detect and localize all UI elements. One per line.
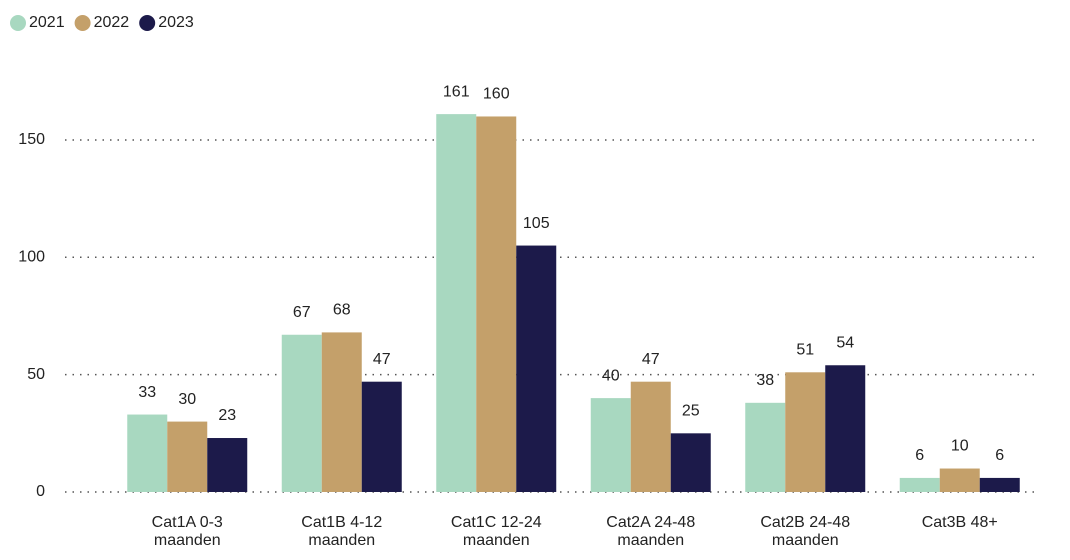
bar — [127, 414, 168, 492]
bar — [361, 381, 402, 492]
value-label: 25 — [682, 403, 700, 420]
value-label: 10 — [951, 438, 969, 455]
value-label: 47 — [373, 351, 391, 368]
value-label: 54 — [836, 334, 854, 351]
value-label: 51 — [796, 342, 814, 359]
bar — [590, 398, 631, 492]
bar — [899, 477, 940, 492]
bar — [167, 421, 208, 492]
value-label: 30 — [178, 391, 196, 408]
bar — [476, 116, 517, 493]
value-label: 47 — [642, 351, 660, 368]
x-tick-label: Cat1A 0-3 maanden — [151, 514, 223, 549]
bar — [321, 332, 362, 492]
value-label: 40 — [602, 367, 620, 384]
value-label: 67 — [293, 304, 311, 321]
x-tick-label: Cat1B 4-12 maanden — [301, 514, 383, 549]
y-tick-label: 150 — [18, 131, 45, 148]
bar — [516, 245, 557, 492]
value-label: 68 — [333, 302, 351, 319]
value-label: 23 — [218, 407, 236, 424]
value-label: 33 — [138, 384, 156, 401]
value-label: 160 — [483, 86, 510, 103]
legend-label: 2023 — [158, 14, 194, 31]
value-label: 6 — [995, 447, 1004, 464]
y-tick-label: 50 — [27, 366, 45, 383]
x-tick-label: Cat3B 48+ — [921, 514, 998, 531]
legend-swatch — [10, 15, 26, 31]
bar — [436, 114, 477, 492]
legend-swatch — [74, 15, 91, 31]
bar — [979, 477, 1020, 492]
bar — [745, 402, 786, 492]
legend-swatch — [139, 15, 156, 31]
legend-label: 2021 — [29, 14, 65, 31]
bar — [670, 433, 711, 492]
value-label: 105 — [523, 215, 550, 232]
bar — [825, 365, 866, 492]
value-label: 38 — [756, 372, 774, 389]
legend-label: 2022 — [94, 14, 130, 31]
x-tick-label: Cat2A 24-48 maanden — [606, 514, 696, 549]
x-tick-label: Cat1C 12-24 maanden — [450, 514, 542, 549]
bar — [939, 468, 980, 492]
bar — [630, 381, 671, 492]
bar — [207, 438, 248, 492]
value-label: 6 — [915, 447, 924, 464]
bar — [281, 334, 322, 492]
x-tick-label: Cat2B 24-48 maanden — [760, 514, 851, 549]
value-label: 161 — [443, 83, 470, 100]
y-tick-label: 0 — [36, 483, 45, 500]
y-tick-label: 100 — [18, 249, 45, 266]
bar — [785, 372, 826, 492]
